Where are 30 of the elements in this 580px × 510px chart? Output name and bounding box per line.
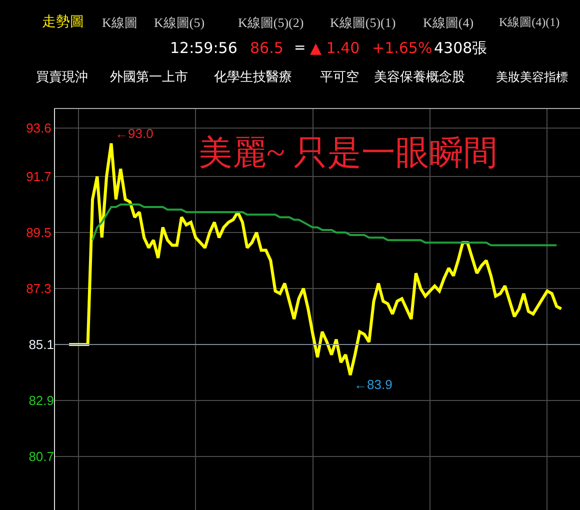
text: 走勢圖 — [42, 14, 84, 30]
text: 買賣現沖 — [36, 70, 88, 85]
text: 美妝美容指標 — [496, 70, 568, 84]
text: 平可空 — [320, 70, 359, 85]
y-tick-label: 91.7 — [26, 169, 52, 184]
text: 美麗~ 只是一眼瞬間 — [198, 134, 498, 172]
text: K線圖(4)(1) — [499, 15, 560, 29]
text: K線圖(4) — [423, 15, 474, 30]
text: 12:59:56 — [170, 39, 238, 57]
text: ▲ 1.40 — [310, 39, 360, 57]
y-tick-label: 80.7 — [28, 449, 54, 464]
text: K線圖(5)(2) — [238, 15, 304, 30]
y-tick-label: 82.9 — [28, 393, 54, 408]
line-series — [92, 203, 558, 246]
annotation: ←93.0 — [115, 126, 154, 141]
text: 外國第一上市 — [110, 70, 188, 85]
text: K線圖 — [102, 15, 138, 30]
text: = — [294, 40, 306, 56]
text: 化學生技醫療 — [214, 70, 292, 85]
text: 4308張 — [434, 39, 488, 57]
y-tick-label: 85.1 — [28, 337, 54, 352]
text: K線圖(5)(1) — [330, 15, 396, 30]
annotation: ←83.9 — [354, 377, 392, 392]
text: 86.5 — [250, 39, 284, 57]
y-tick-label: 93.6 — [26, 120, 52, 136]
y-tick-label: 87.3 — [26, 281, 52, 296]
text: +1.65% — [372, 39, 432, 57]
text: K線圖(5) — [154, 15, 205, 30]
y-tick-label: 89.5 — [26, 225, 52, 240]
text: 美容保養概念股 — [374, 69, 465, 85]
